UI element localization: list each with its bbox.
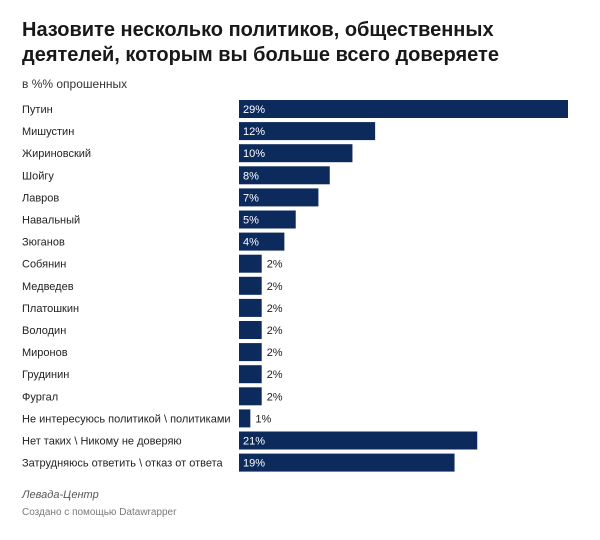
category-label: Собянин: [22, 259, 66, 271]
bar: [239, 100, 568, 118]
category-label: Лавров: [22, 192, 59, 204]
chart-title: Назовите несколько политиков, общественн…: [22, 19, 499, 66]
category-label: Медведев: [22, 281, 74, 293]
bar: [239, 431, 478, 450]
value-label: 2%: [267, 281, 283, 293]
value-label: 5%: [243, 215, 259, 227]
category-label: Навальный: [22, 215, 80, 227]
bar: [239, 232, 285, 251]
value-label: 2%: [267, 325, 283, 337]
value-label: 29%: [243, 104, 265, 116]
value-label: 19%: [243, 458, 265, 470]
source-label: Левада-Центр: [22, 489, 99, 501]
value-label: 10%: [243, 148, 265, 160]
value-label: 2%: [267, 347, 283, 359]
category-label: Зюганов: [22, 237, 65, 249]
category-label: Затрудняюсь ответить \ отказ от ответа: [22, 458, 224, 470]
bar: [239, 387, 262, 406]
category-label: Платошкин: [22, 303, 79, 315]
category-label: Шойгу: [22, 170, 54, 182]
bar: [239, 365, 262, 384]
value-label: 2%: [267, 259, 283, 271]
bar: [239, 298, 262, 317]
category-label: Мишустин: [22, 126, 74, 138]
chart-subtitle: в %% опрошенных: [22, 77, 128, 91]
category-label: Миронов: [22, 347, 68, 359]
bar: [239, 122, 376, 141]
bar: [239, 144, 353, 163]
value-label: 1%: [255, 413, 271, 425]
value-label: 21%: [243, 436, 265, 448]
value-label: 2%: [267, 369, 283, 381]
bar: [239, 210, 296, 229]
value-label: 4%: [243, 237, 259, 249]
value-label: 12%: [243, 126, 265, 138]
value-label: 2%: [267, 391, 283, 403]
category-label: Фургал: [22, 391, 58, 403]
value-label: 7%: [243, 192, 259, 204]
bar: [239, 343, 262, 362]
bar: [239, 453, 455, 472]
bar: [239, 254, 262, 273]
bar: [239, 188, 319, 207]
bar: [239, 409, 251, 428]
bar: [239, 166, 330, 185]
bar: [239, 276, 262, 295]
category-label: Нет таких \ Никому не доверяю: [22, 436, 182, 448]
category-label: Путин: [22, 104, 53, 116]
value-label: 2%: [267, 303, 283, 315]
category-label: Грудинин: [22, 369, 69, 381]
credit-label: Создано с помощью Datawrapper: [22, 507, 177, 518]
value-label: 8%: [243, 170, 259, 182]
category-label: Жириновский: [22, 148, 91, 160]
bar: [239, 321, 262, 339]
category-label: Володин: [22, 325, 66, 337]
category-label: Не интересуюсь политикой \ политиками: [22, 413, 231, 425]
